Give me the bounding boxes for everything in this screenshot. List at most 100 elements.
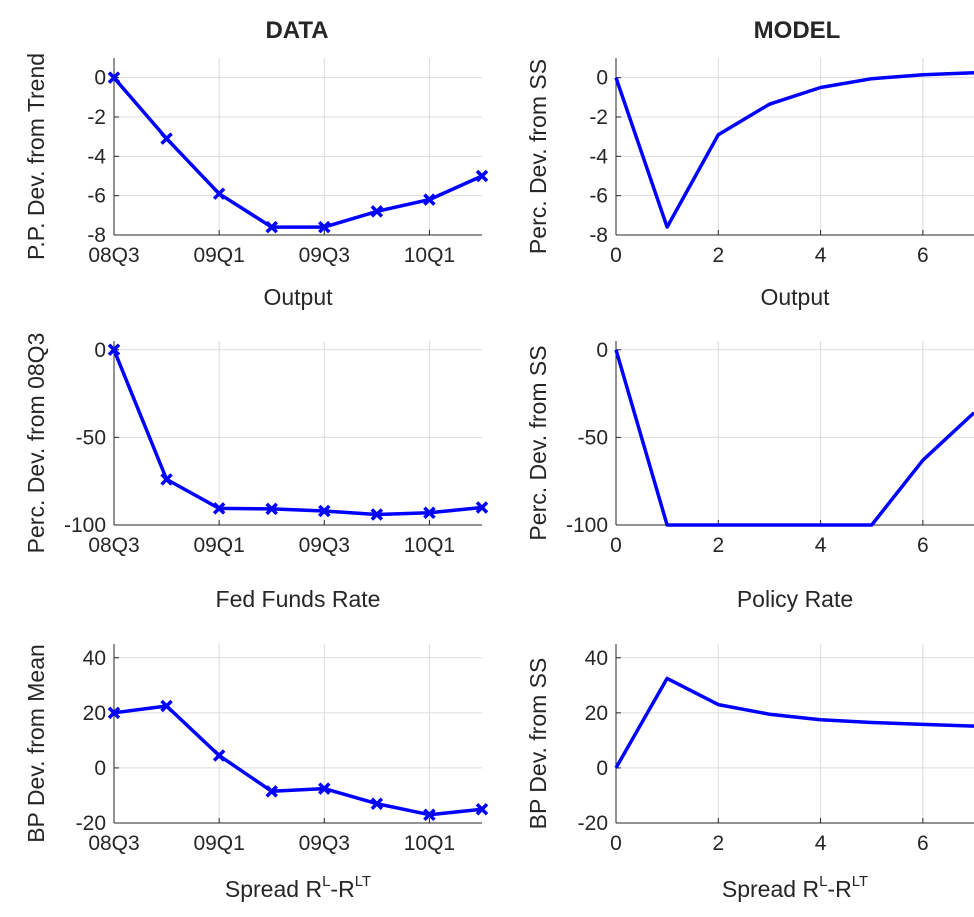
- x-tick-label: 6: [917, 534, 929, 557]
- series-line: [614, 71, 974, 229]
- x-tick-label: 0: [610, 832, 622, 855]
- y-tick-label: 20: [585, 702, 608, 725]
- y-axis-label: BP Dev. from SS: [525, 658, 551, 830]
- marker-stroke: [318, 220, 331, 234]
- x-label-sup: L: [322, 873, 330, 890]
- y-tick-label: -4: [87, 145, 106, 168]
- marker-stroke: [318, 782, 331, 795]
- marker-stroke: [370, 205, 384, 218]
- axes: [113, 644, 482, 824]
- series-line: [112, 76, 483, 229]
- y-tick-label: 40: [83, 647, 106, 670]
- series-line: [614, 349, 974, 527]
- marker-stroke: [475, 802, 489, 816]
- y-tick-label: -50: [578, 426, 608, 449]
- chart-panel-data-output: 08Q3 09Q1 09Q3 10Q1 -8 -6 -4 -2 0 P.P. Dev. from …: [23, 53, 489, 310]
- data-point-marker: [107, 71, 121, 84]
- x-tick-label: 10Q1: [404, 832, 455, 855]
- marker-stroke: [160, 699, 173, 713]
- y-tick-label: -8: [589, 224, 608, 247]
- y-tick-label: 0: [596, 339, 608, 362]
- data-point-marker: [370, 797, 384, 810]
- grid: [113, 341, 482, 526]
- x-tick-label: 6: [917, 244, 929, 267]
- marker-stroke: [265, 785, 278, 798]
- grid: [113, 58, 482, 236]
- y-tick-label: -50: [76, 426, 106, 449]
- grid: [615, 58, 974, 236]
- data-point-marker: [160, 473, 173, 486]
- y-tick-label: -20: [76, 812, 106, 835]
- marker-stroke: [475, 501, 489, 514]
- data-point-marker: [423, 193, 436, 206]
- data-point-marker: [423, 506, 436, 519]
- chart-panel-data-spread: 08Q3 09Q1 09Q3 10Q1 -20 0 20 40 BP Dev. from Mea…: [23, 644, 489, 902]
- x-tick-label: 4: [815, 534, 827, 557]
- marker-stroke: [423, 193, 436, 206]
- x-tick-label: 2: [712, 534, 724, 557]
- x-tick-label: 10Q1: [404, 534, 455, 557]
- marker-stroke: [265, 502, 278, 516]
- data-point-marker: [212, 749, 226, 762]
- x-axis-label: Fed Funds Rate: [216, 586, 381, 612]
- y-tick-label: -20: [578, 812, 608, 835]
- y-tick-label: 0: [94, 757, 106, 780]
- series-line: [113, 704, 483, 817]
- grid: [615, 644, 974, 824]
- y-tick-label: -2: [589, 106, 608, 129]
- data-point-marker: [265, 220, 278, 234]
- x-axis-label: Output: [263, 284, 333, 310]
- x-tick-label: 08Q3: [88, 244, 139, 267]
- marker-stroke: [475, 169, 489, 183]
- x-tick-label: 09Q3: [299, 534, 350, 557]
- y-tick-label: -6: [589, 185, 608, 208]
- grid: [615, 341, 974, 526]
- marker-stroke: [107, 71, 121, 84]
- chart-panel-data-fedfunds: 08Q3 09Q1 09Q3 10Q1 -100 -50 0 Perc. Dev. from …: [23, 333, 489, 612]
- y-axis-label: P.P. Dev. from Trend: [23, 53, 49, 260]
- x-tick-label: 4: [815, 244, 827, 267]
- series-line: [614, 676, 974, 769]
- x-tick-label: 09Q3: [299, 244, 350, 267]
- x-tick-label: 0: [610, 244, 622, 267]
- y-tick-label: -6: [87, 185, 106, 208]
- x-tick-label: 0: [610, 534, 622, 557]
- axes: [615, 644, 974, 824]
- grid: [113, 644, 482, 824]
- y-axis-label: Perc. Dev. from SS: [525, 345, 551, 540]
- marker-stroke: [160, 473, 173, 486]
- marker-stroke: [212, 502, 226, 515]
- y-tick-label: 40: [585, 647, 608, 670]
- data-point-marker: [265, 785, 278, 798]
- y-tick-label: 20: [83, 702, 106, 725]
- chart-panel-model-policy: 0 2 4 6 -100 -50 0 Perc. Dev. from SS Policy Rat…: [525, 339, 974, 612]
- data-point-marker: [318, 220, 331, 234]
- y-tick-label: -100: [566, 514, 608, 537]
- data-point-marker: [160, 132, 173, 145]
- data-point-marker: [160, 699, 173, 713]
- x-tick-label: 6: [917, 832, 929, 855]
- x-axis-label: Output: [760, 284, 830, 310]
- x-label-sup: LT: [355, 873, 371, 890]
- marker-stroke: [212, 749, 226, 762]
- y-tick-label: -100: [64, 514, 106, 537]
- x-tick-label: 10Q1: [404, 244, 455, 267]
- x-label-sup: LT: [852, 873, 868, 890]
- series-line: [112, 349, 483, 517]
- data-point-marker: [318, 504, 331, 518]
- marker-stroke: [107, 343, 121, 356]
- data-point-marker: [318, 782, 331, 795]
- x-tick-label: 2: [712, 832, 724, 855]
- axes: [113, 58, 482, 236]
- x-tick-label: 09Q1: [193, 832, 244, 855]
- x-tick-label: 4: [815, 832, 827, 855]
- x-axis-label: Spread RL-RLT: [722, 873, 868, 902]
- y-tick-label: 0: [596, 67, 608, 90]
- x-axis-label: Policy Rate: [737, 586, 853, 612]
- axes: [113, 341, 482, 526]
- data-point-marker: [265, 502, 278, 516]
- marker-stroke: [212, 187, 226, 200]
- data-point-marker: [475, 169, 489, 183]
